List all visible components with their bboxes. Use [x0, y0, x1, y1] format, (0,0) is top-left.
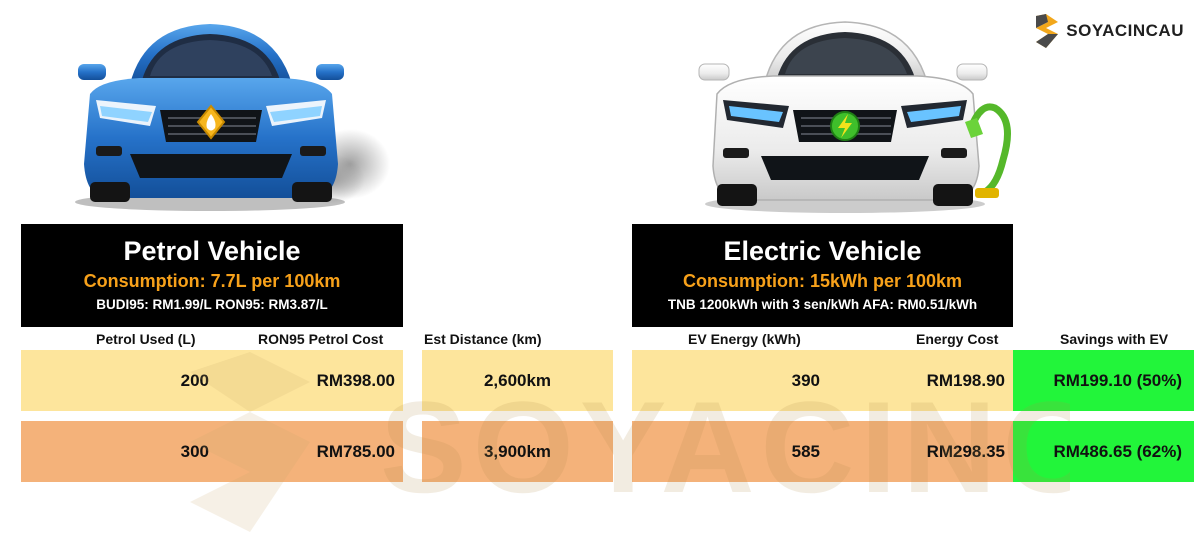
- row1-distance: 2,600km: [422, 350, 613, 411]
- header-petrol-used: Petrol Used (L): [96, 331, 196, 347]
- row2-petrol-cost: RM785.00: [217, 421, 403, 482]
- charging-cable-icon: [965, 103, 1011, 198]
- row1-ev-energy: 390: [632, 350, 828, 411]
- ev-title: Electric Vehicle: [723, 236, 922, 266]
- header-ev-energy: EV Energy (kWh): [688, 331, 801, 347]
- brand-name: SOYACINCAU: [1066, 21, 1184, 40]
- petrol-car-image: [75, 24, 390, 211]
- petrol-vehicle-title: Petrol Vehicle: [123, 236, 301, 266]
- header-distance: Est Distance (km): [424, 331, 542, 347]
- row2-petrol-used: 300: [21, 421, 217, 482]
- lightning-bolt-icon: [830, 111, 860, 141]
- row2-energy-cost: RM298.35: [828, 421, 1013, 482]
- row1-petrol-cost: RM398.00: [217, 350, 403, 411]
- row1-petrol-used: 200: [21, 350, 217, 411]
- ev-car-image: [698, 21, 1011, 213]
- ev-header: Electric Vehicle Consumption: 15kWh per …: [632, 224, 1013, 327]
- row1-energy-cost: RM198.90: [828, 350, 1013, 411]
- header-petrol-cost: RON95 Petrol Cost: [258, 331, 384, 347]
- brand-logo[interactable]: SOYACINCAU: [1034, 14, 1184, 48]
- header-energy-cost: Energy Cost: [916, 331, 999, 347]
- row2-distance: 3,900km: [422, 421, 613, 482]
- ev-rates: TNB 1200kWh with 3 sen/kWh AFA: RM0.51/k…: [667, 297, 978, 312]
- header-savings: Savings with EV: [1060, 331, 1169, 347]
- row2-savings: RM486.65 (62%): [1013, 421, 1194, 482]
- petrol-consumption: Consumption: 7.7L per 100km: [83, 271, 341, 291]
- petrol-rates: BUDI95: RM1.99/L RON95: RM3.87/L: [96, 297, 328, 312]
- fuel-drop-icon: [196, 104, 226, 140]
- ev-consumption: Consumption: 15kWh per 100km: [682, 271, 963, 291]
- brand-logo-icon: [1036, 14, 1059, 48]
- row1-savings: RM199.10 (50%): [1013, 350, 1194, 411]
- row2-ev-energy: 585: [632, 421, 828, 482]
- petrol-vehicle-header: Petrol Vehicle Consumption: 7.7L per 100…: [21, 224, 403, 327]
